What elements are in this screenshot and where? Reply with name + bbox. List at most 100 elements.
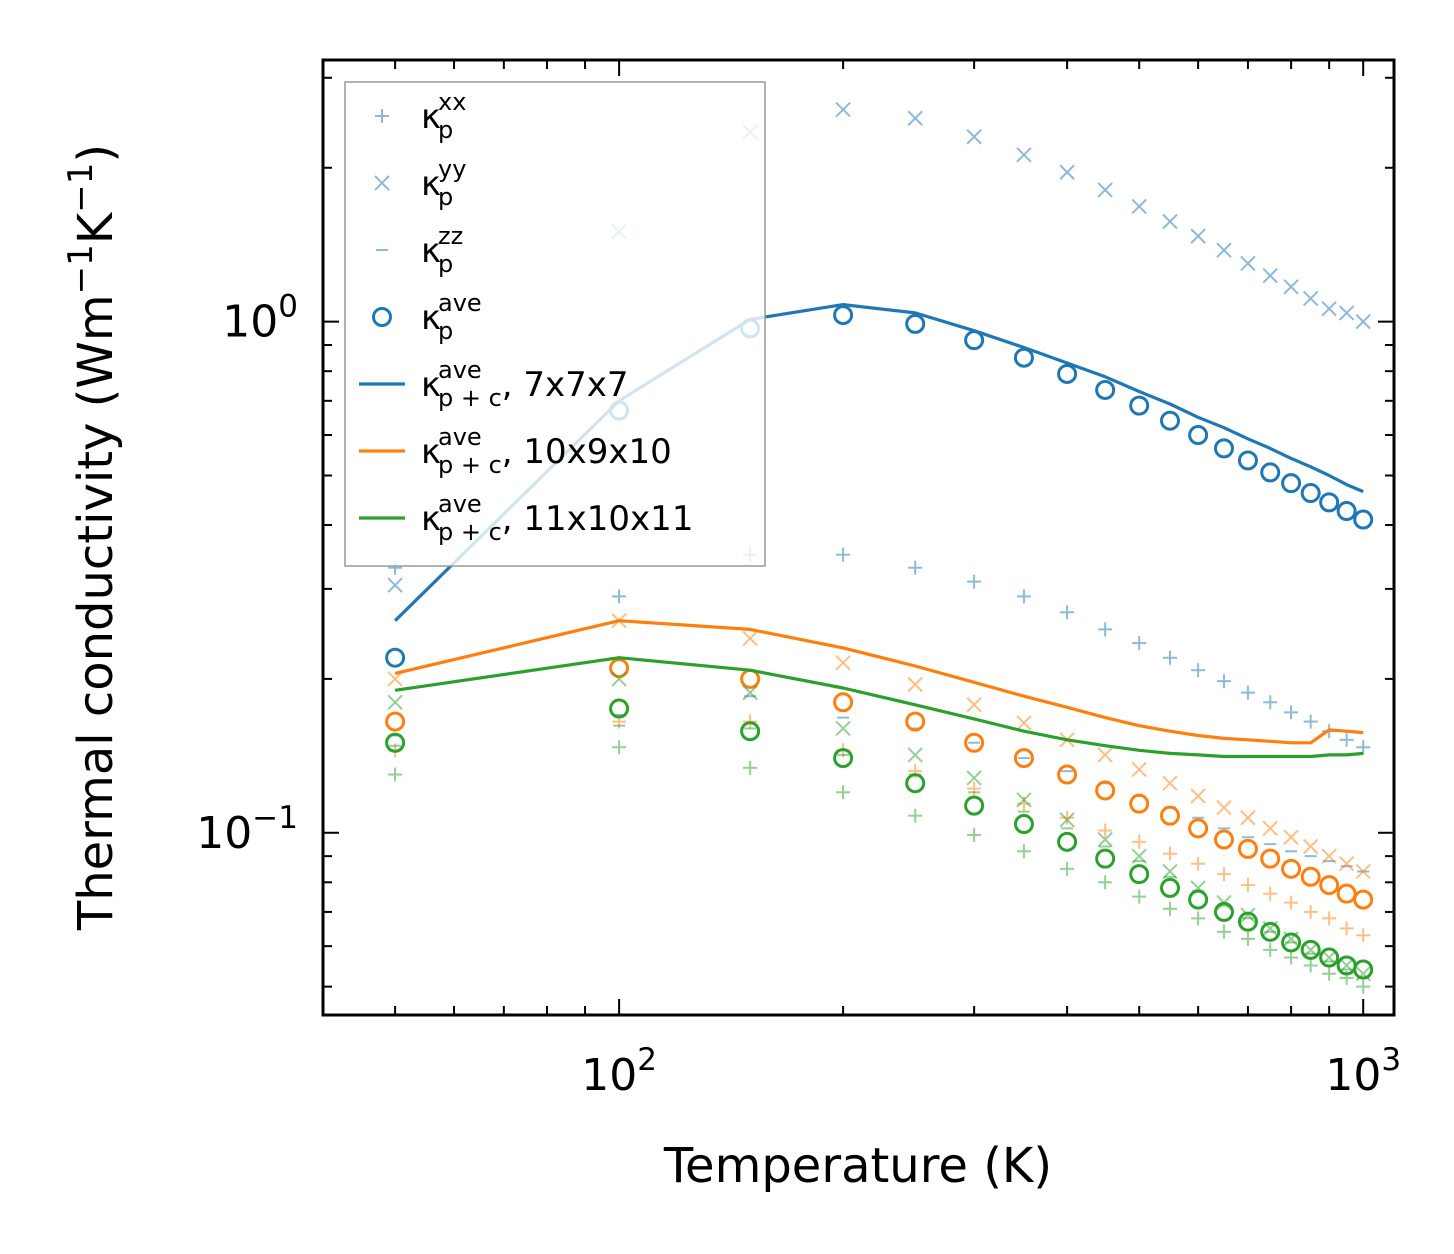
- green-kappa-p-ave-point-5: [964, 795, 985, 816]
- green-kappa-p-xx-point-16: [1303, 958, 1318, 973]
- orange-kappa-p-ave-point-8: [1095, 780, 1116, 801]
- orange-kappa-p-yy-point-6: [1016, 715, 1032, 731]
- green-kappa-p-yy-point-2: [742, 684, 758, 701]
- blue-kappa-p-ave-point-12: [1213, 438, 1234, 459]
- blue-kappa-p-yy-point-0: [387, 577, 403, 593]
- legend-label-1: κyy p: [421, 155, 466, 211]
- series-green-kappa-p-ave: [385, 698, 1374, 980]
- blue-kappa-p-ave-point-18: [1336, 501, 1357, 522]
- orange-kappa-p-ave-point-3: [833, 692, 854, 713]
- orange-kappa-p-yy-point-5: [966, 697, 982, 713]
- orange-kappa-p-xx-point-14: [1263, 886, 1278, 901]
- data-layer: [385, 101, 1374, 994]
- orange-kappa-p-xx-point-7: [1060, 810, 1075, 825]
- legend-handle-0: [375, 109, 389, 123]
- blue-kappa-p-ave-point-8: [1095, 379, 1116, 400]
- blue-kappa-p-xx-point-16: [1303, 714, 1318, 729]
- orange-kappa-p-xx-point-19: [1356, 928, 1371, 943]
- legend-entry-3: κave p: [372, 289, 482, 345]
- blue-kappa-p-yy-point-4: [907, 110, 923, 126]
- green-kappa-p-xx-point-13: [1240, 931, 1255, 946]
- series-blue-kappa-p-xx: [388, 547, 1371, 755]
- green-kappa-p-ave-point-14: [1260, 921, 1281, 942]
- blue-kappa-p-ave-point-11: [1188, 425, 1209, 446]
- blue-kappa-p-ave-point-9: [1129, 395, 1150, 416]
- x-tick-label-0: 102: [581, 1042, 657, 1101]
- blue-kappa-p-yy-point-5: [966, 129, 982, 145]
- y-axis-label-main: Thermal conductivity (Wm: [68, 294, 124, 931]
- orange-kappa-p-xx-point-17: [1322, 911, 1337, 926]
- orange-kappa-p-xx-point-18: [1339, 921, 1354, 936]
- blue-kappa-p-xx-point-13: [1240, 685, 1255, 700]
- orange-kappa-p-xx-point-15: [1284, 895, 1299, 910]
- x-axis-label: Temperature (K): [663, 1138, 1052, 1194]
- orange-kappa-p-yy-point-2: [742, 630, 758, 647]
- orange-kappa-p-ave-point-4: [905, 711, 926, 732]
- blue-kappa-p-yy-point-15: [1283, 279, 1299, 295]
- green-kappa-p-ave-point-4: [905, 773, 926, 794]
- orange-kappa-p-ave-point-5: [964, 732, 985, 753]
- green-kappa-p-xx-point-11: [1191, 911, 1206, 926]
- blue-kappa-p-xx-point-19: [1356, 740, 1371, 755]
- series-line-kappa-p-c-ave-11x10x11: [394, 656, 1364, 759]
- orange-kappa-p-xx-point-8: [1098, 823, 1113, 838]
- green-kappa-p-xx-point-4: [908, 808, 923, 823]
- blue-kappa-p-yy-point-12: [1216, 242, 1232, 258]
- green-kappa-p-yy-point-1: [611, 671, 627, 687]
- orange-kappa-p-ave-point-11: [1188, 818, 1209, 839]
- green-kappa-p-xx-point-14: [1263, 942, 1278, 957]
- orange-kappa-p-yy-point-17: [1321, 848, 1337, 864]
- blue-kappa-p-yy-point-10: [1162, 213, 1178, 230]
- green-kappa-p-yy-point-3: [835, 720, 851, 737]
- green-kappa-p-ave-point-8: [1095, 848, 1116, 869]
- orange-kappa-p-yy-point-12: [1216, 799, 1232, 816]
- green-kappa-p-xx-point-7: [1060, 861, 1075, 876]
- y-axis-label-end: ): [68, 144, 124, 163]
- orange-kappa-p-xx-point-16: [1303, 904, 1318, 919]
- blue-kappa-p-ave-point-4: [905, 313, 926, 334]
- y-axis-label: Thermal conductivity (Wm−1K−1): [61, 144, 124, 931]
- blue-kappa-p-xx-point-15: [1284, 705, 1299, 720]
- plot-frame: [321, 58, 1396, 1017]
- green-kappa-p-ave-point-2: [740, 721, 761, 742]
- orange-kappa-p-yy-point-8: [1097, 747, 1113, 763]
- blue-kappa-p-yy-point-17: [1321, 300, 1337, 317]
- orange-kappa-p-yy-point-3: [835, 655, 851, 671]
- green-kappa-p-xx-point-8: [1098, 875, 1113, 890]
- blue-kappa-p-yy-point-14: [1262, 267, 1278, 284]
- legend-label-6: κave p + c, 11x10x11: [421, 490, 693, 546]
- green-kappa-p-ave-point-15: [1281, 932, 1302, 953]
- legend-entries: κxx p κyy p κzz p κave p κave p + c, 7x7x7 κave p +…: [359, 88, 693, 546]
- series-kappa-p-c-ave-10x9x10: [394, 619, 1364, 745]
- green-kappa-p-ave-point-6: [1013, 814, 1034, 835]
- legend-frame: [344, 81, 766, 567]
- blue-kappa-p-ave-point-6: [1013, 347, 1034, 368]
- blue-kappa-p-ave-point-3: [833, 305, 854, 326]
- orange-kappa-p-ave-point-18: [1336, 883, 1357, 904]
- series-line-kappa-p-c-ave-7x7x7: [393, 303, 1364, 622]
- green-kappa-p-ave-point-11: [1188, 889, 1209, 910]
- blue-kappa-p-ave-point-0: [385, 647, 406, 668]
- blue-kappa-p-xx-point-11: [1191, 663, 1206, 678]
- legend-entry-0: κxx p: [375, 88, 466, 144]
- series-kappa-p-c-ave-11x10x11: [394, 656, 1364, 759]
- legend-entry-1: κyy p: [374, 155, 466, 211]
- blue-kappa-p-ave-point-7: [1057, 363, 1078, 384]
- blue-kappa-p-xx-point-9: [1132, 636, 1147, 651]
- y-tick-label-0: 10−1: [196, 800, 298, 859]
- green-kappa-p-ave-point-0: [385, 732, 406, 753]
- orange-kappa-p-yy-point-13: [1240, 810, 1256, 826]
- green-kappa-p-yy-point-4: [907, 747, 923, 763]
- orange-kappa-p-xx-point-10: [1163, 846, 1178, 861]
- green-kappa-p-yy-point-16: [1302, 942, 1319, 958]
- blue-kappa-p-xx-point-12: [1216, 674, 1231, 689]
- orange-kappa-p-ave-point-15: [1281, 858, 1302, 879]
- blue-kappa-p-ave-point-16: [1300, 483, 1321, 504]
- green-kappa-p-ave-point-19: [1353, 959, 1374, 980]
- blue-kappa-p-xx-point-5: [967, 574, 982, 589]
- blue-kappa-p-xx-point-4: [908, 560, 923, 575]
- blue-kappa-p-yy-point-13: [1240, 255, 1256, 272]
- orange-kappa-p-yy-point-0: [387, 671, 403, 687]
- blue-kappa-p-ave-point-15: [1281, 473, 1302, 494]
- orange-kappa-p-ave-point-17: [1319, 875, 1340, 896]
